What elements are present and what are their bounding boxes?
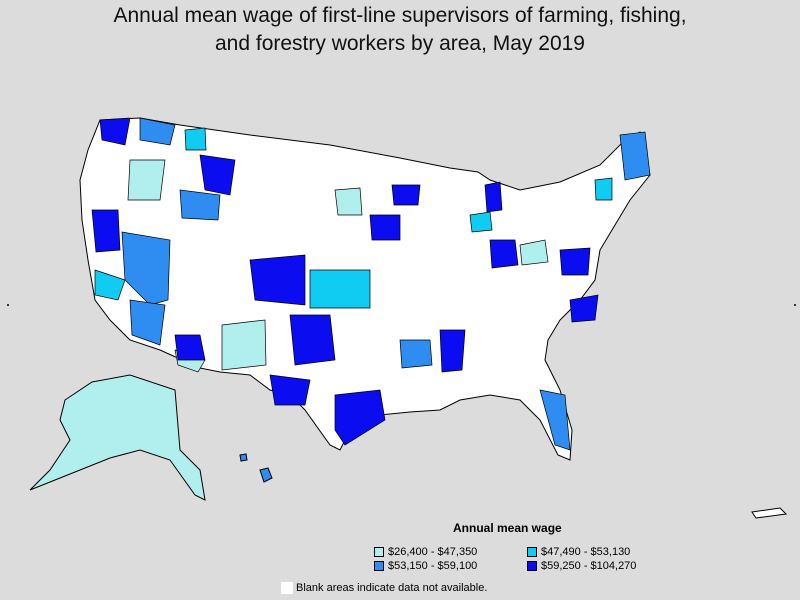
title-line-2: and forestry workers by area, May 2019 — [214, 32, 585, 55]
island-point — [7, 304, 9, 306]
note-text: Blank areas indicate data not available. — [296, 582, 488, 594]
region-tier3 — [539, 389, 571, 451]
region-tier2 — [594, 177, 613, 201]
region-tier2 — [94, 269, 126, 301]
legend-swatch — [374, 561, 384, 571]
region-tier4 — [289, 314, 336, 366]
region-tier2 — [309, 269, 371, 309]
region-tier4 — [391, 184, 421, 206]
legend-item-tier3: $53,150 - $59,100 — [374, 560, 477, 572]
legend-item-tier1: $26,400 - $47,350 — [374, 546, 477, 558]
legend-label: $26,400 - $47,350 — [388, 546, 478, 558]
blank-swatch — [281, 582, 293, 594]
legend-label: $59,250 - $104,270 — [541, 560, 637, 572]
hawaii — [259, 467, 273, 483]
region-tier3 — [619, 131, 651, 181]
legend-label: $53,150 - $59,100 — [388, 560, 478, 572]
legend-item-tier4: $59,250 - $104,270 — [527, 560, 636, 572]
region-tier4 — [99, 117, 131, 146]
region-tier3 — [129, 299, 166, 346]
region-tier4 — [174, 334, 206, 361]
region-tier4 — [569, 294, 599, 323]
legend-item-tier2: $47,490 - $53,130 — [527, 546, 630, 558]
data-availability-note: Blank areas indicate data not available. — [281, 582, 487, 594]
region-tier4 — [484, 181, 503, 213]
region-tier3 — [399, 339, 433, 369]
alaska — [29, 374, 206, 501]
region-tier4 — [439, 329, 466, 373]
region-tier4 — [199, 154, 236, 196]
region-tier3 — [179, 189, 221, 221]
region-tier1 — [127, 159, 166, 201]
region-tier3 — [121, 231, 171, 306]
region-tier4 — [269, 374, 311, 406]
legend-swatch — [527, 547, 537, 557]
region-tier2 — [184, 127, 207, 151]
wage-regions — [91, 117, 651, 451]
legend-label: $47,490 - $53,130 — [541, 546, 631, 558]
region-tier2 — [469, 211, 493, 233]
region-tier4 — [91, 209, 121, 253]
region-tier1 — [221, 319, 267, 371]
legend-swatch — [527, 561, 537, 571]
region-tier3 — [139, 117, 176, 146]
island-point — [794, 304, 796, 306]
region-tier4 — [334, 389, 386, 446]
region-tier1 — [519, 239, 549, 266]
hawaii-small — [239, 453, 248, 462]
region-tier4 — [559, 247, 591, 276]
legend-swatch — [374, 547, 384, 557]
region-tier1 — [334, 187, 363, 216]
region-tier4 — [369, 214, 401, 241]
map-title: Annual mean wage of first-line superviso… — [0, 2, 800, 58]
region-tier4 — [489, 239, 519, 269]
region-tier4 — [249, 254, 306, 306]
title-line-1: Annual mean wage of first-line superviso… — [113, 4, 687, 27]
puerto-rico — [751, 507, 788, 519]
legend-title: Annual mean wage — [453, 521, 562, 535]
